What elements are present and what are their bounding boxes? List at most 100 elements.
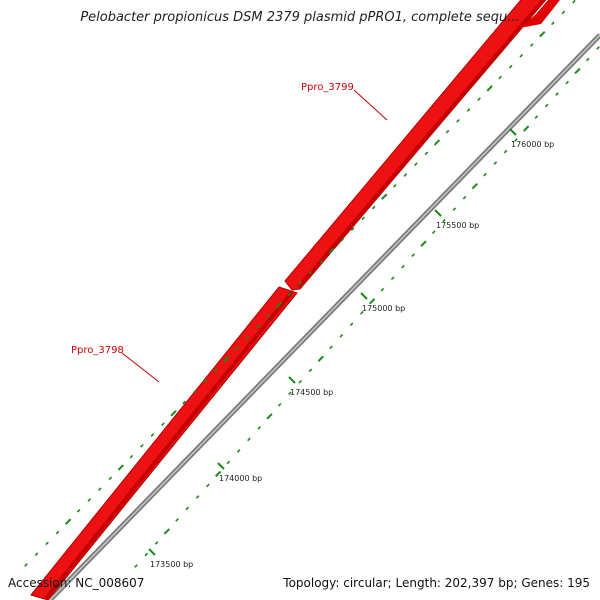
- minor-tick: [442, 218, 446, 223]
- minor-tick: [76, 509, 81, 513]
- major-tick: [317, 355, 324, 362]
- minor-tick: [298, 379, 303, 384]
- minor-tick: [319, 259, 323, 264]
- gene-arrow-tip: [520, 0, 560, 28]
- minor-tick: [144, 552, 149, 557]
- minor-tick: [361, 216, 366, 221]
- minor-tick: [206, 483, 210, 488]
- minor-tick: [462, 195, 467, 200]
- minor-tick: [213, 368, 218, 372]
- minor-tick: [380, 287, 385, 292]
- minor-tick: [350, 227, 355, 231]
- minor-tick: [411, 253, 416, 258]
- minor-tick: [277, 403, 282, 407]
- minor-tick: [308, 368, 313, 373]
- minor-tick: [24, 563, 28, 567]
- minor-tick: [390, 276, 395, 281]
- minor-tick: [234, 346, 239, 351]
- sequence-summary: Topology: circular; Length: 202,397 bp; …: [283, 576, 590, 590]
- minor-tick: [287, 292, 292, 296]
- minor-tick: [255, 324, 260, 329]
- tick-label: 176000 bp: [511, 140, 554, 149]
- minor-tick: [483, 172, 487, 177]
- major-tick: [275, 301, 283, 309]
- major-tick: [328, 247, 335, 254]
- minor-tick: [360, 310, 364, 315]
- minor-tick: [424, 151, 429, 156]
- minor-tick: [247, 437, 251, 442]
- minor-tick: [503, 149, 508, 154]
- gene-ppro-3798[interactable]: [30, 286, 298, 600]
- minor-tick: [192, 389, 197, 394]
- minor-tick: [498, 75, 502, 80]
- minor-tick: [561, 10, 566, 15]
- minor-tick: [544, 103, 549, 108]
- minor-tick: [514, 138, 518, 142]
- minor-tick: [87, 498, 92, 502]
- major-tick: [64, 518, 72, 525]
- minor-tick: [534, 115, 539, 119]
- labeled-tick: [148, 548, 156, 556]
- gene-callout-ppro-3798: Ppro_3798: [71, 345, 160, 383]
- minor-tick: [108, 476, 113, 481]
- minor-tick: [34, 552, 39, 556]
- major-tick: [574, 67, 581, 75]
- minor-tick: [452, 207, 457, 211]
- tick-marks-lower: [134, 46, 600, 568]
- tick-label: 174500 bp: [290, 388, 333, 397]
- major-tick: [471, 182, 478, 190]
- minor-tick: [203, 379, 207, 383]
- minor-tick: [403, 173, 408, 177]
- minor-tick: [97, 487, 102, 491]
- major-tick: [223, 356, 230, 363]
- gene-arrow-shade: [44, 290, 294, 600]
- page-title: Pelobacter propionicus DSM 2379 plasmid …: [80, 10, 520, 25]
- minor-tick: [401, 264, 405, 269]
- minor-tick: [236, 449, 241, 453]
- minor-tick: [529, 43, 534, 47]
- position-ticks: 173500 bp 174000 bp 174500 bp 175000 bp 1755…: [148, 128, 554, 569]
- minor-tick: [519, 54, 524, 58]
- minor-tick: [565, 80, 570, 85]
- sequence-backbone-highlight: [49, 34, 600, 600]
- tick-label: 175500 bp: [436, 221, 479, 230]
- gene-ppro-3799[interactable]: [284, 0, 560, 291]
- tick-label: 175000 bp: [362, 304, 405, 313]
- gene-label[interactable]: Ppro_3798: [71, 345, 124, 356]
- minor-tick: [339, 333, 344, 338]
- major-tick: [368, 298, 376, 305]
- labeled-tick: [288, 376, 296, 384]
- minor-tick: [349, 322, 354, 327]
- minor-tick: [185, 506, 190, 511]
- minor-tick: [329, 345, 333, 350]
- minor-tick: [129, 454, 134, 459]
- labeled-tick: [360, 292, 368, 300]
- accession-text: Accession: NC_008607: [8, 576, 145, 590]
- labeled-tick: [434, 209, 442, 217]
- tick-label: 174000 bp: [219, 474, 262, 483]
- labeled-tick: [509, 128, 517, 136]
- major-tick: [539, 31, 546, 38]
- major-tick: [170, 410, 177, 417]
- minor-tick: [298, 281, 302, 286]
- callout-leader: [353, 89, 388, 121]
- labeled-tick: [217, 462, 225, 470]
- minor-tick: [257, 426, 262, 430]
- minor-tick: [340, 238, 344, 242]
- minor-tick: [308, 270, 313, 275]
- major-tick: [163, 528, 170, 535]
- minor-tick: [245, 335, 250, 340]
- gene-arrow[interactable]: [30, 286, 298, 600]
- minor-tick: [134, 564, 138, 568]
- gene-label[interactable]: Ppro_3799: [301, 82, 354, 93]
- minor-tick: [555, 92, 559, 96]
- minor-tick: [266, 314, 271, 318]
- tick-label: 173500 bp: [150, 560, 193, 569]
- minor-tick: [477, 97, 481, 101]
- gene-callout-ppro-3799: Ppro_3799: [301, 82, 388, 121]
- major-tick: [522, 125, 530, 132]
- minor-tick: [414, 162, 418, 166]
- minor-tick: [182, 400, 186, 405]
- minor-tick: [392, 184, 397, 188]
